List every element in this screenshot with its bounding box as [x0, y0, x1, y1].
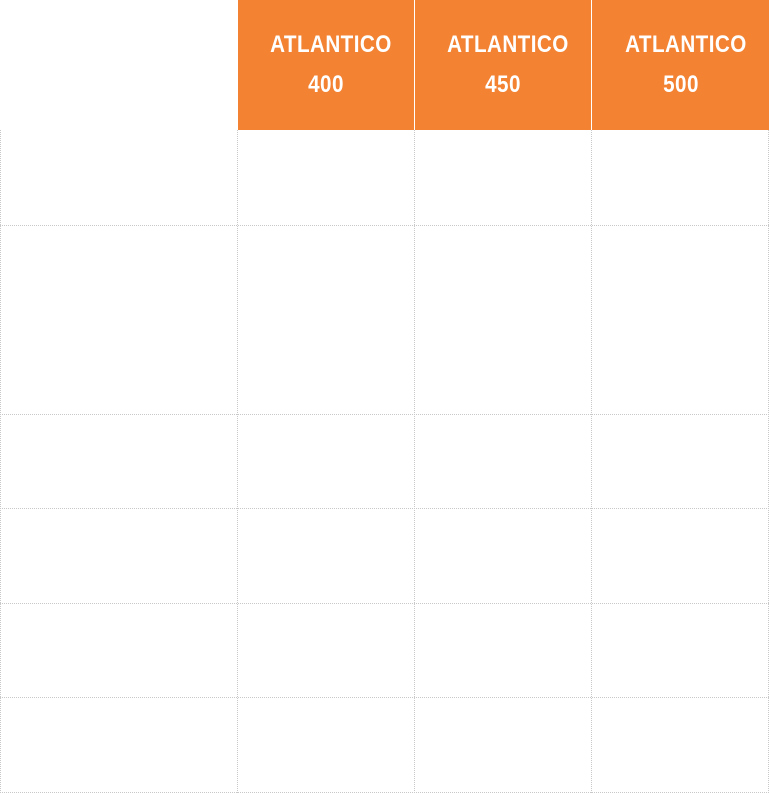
header-cell: ATLANTICO 500 — [591, 0, 769, 130]
header-cell: ATLANTICO 450 — [414, 0, 591, 130]
column-border — [237, 130, 238, 793]
column-border — [591, 130, 592, 793]
column-border — [414, 130, 415, 793]
header-text: ATLANTICO 400 — [270, 31, 392, 98]
row-border — [0, 603, 769, 604]
header-text: ATLANTICO 450 — [447, 31, 569, 98]
header-text: ATLANTICO 500 — [624, 31, 747, 98]
column-border — [768, 130, 769, 793]
column-border — [0, 130, 1, 793]
header-cell: ATLANTICO 400 — [237, 0, 414, 130]
row-border — [0, 414, 769, 415]
row-border — [0, 508, 769, 509]
row-border — [0, 697, 769, 698]
row-border — [0, 225, 769, 226]
